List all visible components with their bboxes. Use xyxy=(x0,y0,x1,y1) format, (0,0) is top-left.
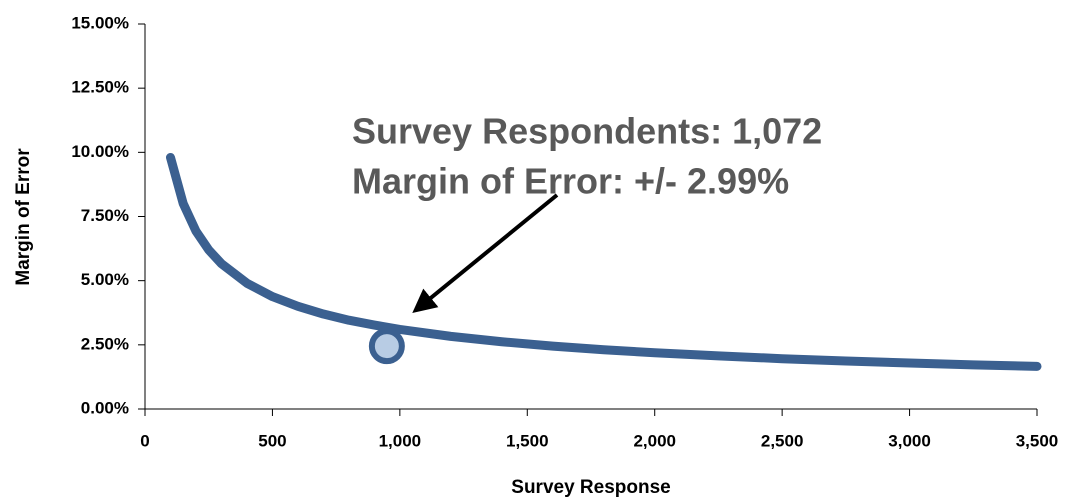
x-tick-label: 2,500 xyxy=(761,431,804,450)
y-tick-label: 10.00% xyxy=(71,142,129,161)
x-tick-label: 1,500 xyxy=(506,431,549,450)
y-tick-label: 2.50% xyxy=(81,334,129,353)
x-tick-label: 3,000 xyxy=(888,431,931,450)
line xyxy=(165,152,1042,371)
annotation: Survey Respondents: 1,072 xyxy=(352,111,822,152)
y-tick-label: 15.00% xyxy=(71,13,129,32)
y-tick-label: 7.50% xyxy=(81,206,129,225)
annotation: Margin of Error: +/- 2.99% xyxy=(352,161,789,202)
arrow xyxy=(412,193,559,314)
x-axis-title: Survey Response xyxy=(511,477,670,498)
x-tick-label: 2,000 xyxy=(633,431,676,450)
x-tick-label: 3,500 xyxy=(1016,431,1059,450)
marker-point xyxy=(368,328,405,365)
y-axis-title: Margin of Error xyxy=(13,148,34,286)
y-tick-label: 5.00% xyxy=(81,270,129,289)
x-tick-label: 500 xyxy=(258,431,286,450)
x-tick-label: 1,000 xyxy=(379,431,422,450)
x-tick-label: 0 xyxy=(140,431,149,450)
y-tick-label: 0.00% xyxy=(81,398,129,417)
y-tick-label: 12.50% xyxy=(71,78,129,97)
